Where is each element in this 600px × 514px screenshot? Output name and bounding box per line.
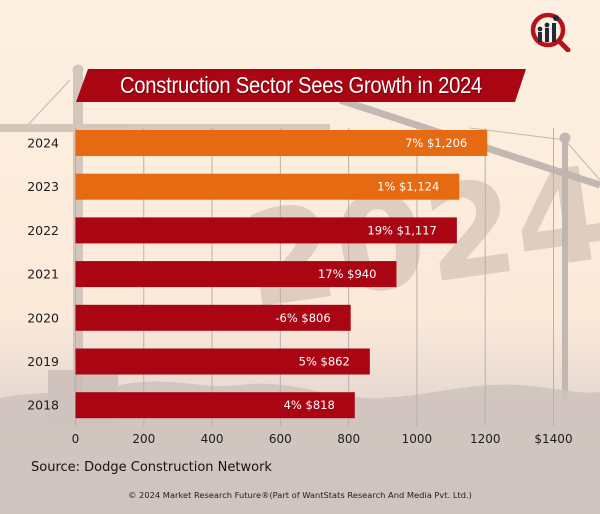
bar-value-label: -6% $806 (275, 311, 330, 325)
bar-value-label: 19% $1,117 (367, 223, 436, 237)
y-category-label: 2020 (27, 310, 59, 325)
x-axis-tick-labels: 0 200 400 600 800 1000 1200 $1400 (72, 432, 573, 446)
source-note: Source: Dodge Construction Network (31, 460, 272, 475)
x-tick-label: 1200 (470, 432, 501, 446)
x-tick-label: 1000 (402, 432, 433, 446)
y-category-label: 2019 (27, 354, 59, 369)
bar-value-label: 7% $1,206 (405, 136, 467, 150)
x-tick-label: 200 (132, 432, 155, 446)
bar-value-label: 17% $940 (318, 267, 376, 281)
magnifier-bar-chart-logo (530, 12, 571, 52)
bar-2022 (75, 217, 457, 244)
bar-value-label: 5% $862 (299, 355, 350, 369)
y-category-label: 2021 (27, 267, 59, 282)
bar-2020 (75, 304, 351, 331)
x-tick-label: 800 (337, 432, 360, 446)
chart-title: Construction Sector Sees Growth in 2024 (119, 72, 483, 98)
bars (75, 130, 488, 419)
copyright-note: © 2024 Market Research Future®(Part of W… (128, 490, 472, 500)
bar-value-label: 1% $1,124 (377, 180, 439, 194)
title-banner-background (76, 69, 526, 102)
bar-chart: 7% $1,206 1% $1,124 19% $1,117 17% $940 -6% … (27, 128, 573, 446)
x-tick-label: 600 (269, 432, 292, 446)
bar-2023 (75, 173, 460, 200)
y-axis-labels: 2024 2023 2022 2021 2020 2019 2018 (27, 136, 59, 413)
y-category-label: 2023 (27, 179, 59, 194)
bar-labels: 7% $1,206 1% $1,124 19% $1,117 17% $940 -6% … (275, 136, 467, 412)
y-category-label: 2022 (27, 223, 59, 238)
bar-2018 (75, 392, 355, 419)
bar-value-label: 4% $818 (284, 398, 335, 412)
bar-2019 (75, 348, 370, 375)
bar-2021 (75, 261, 397, 288)
bar-2024 (75, 130, 488, 156)
x-tick-label: 400 (201, 432, 224, 446)
x-tick-label: $1400 (534, 432, 572, 446)
x-tick-label: 0 (72, 432, 80, 446)
title-banner: Construction Sector Sees Growth in 2024 (76, 69, 526, 102)
y-category-label: 2024 (27, 136, 59, 151)
y-category-label: 2018 (27, 398, 59, 413)
